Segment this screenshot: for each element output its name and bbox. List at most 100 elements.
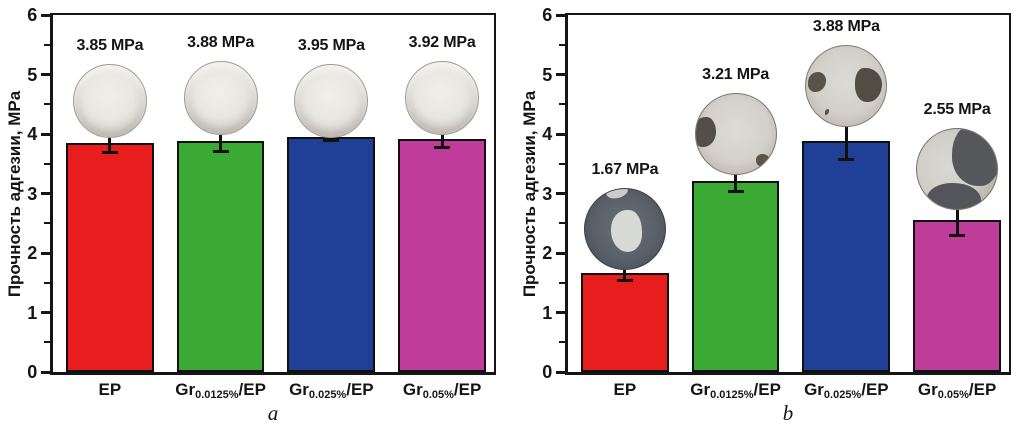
specimen-photo-gr0-025-ep xyxy=(805,44,888,127)
specimen-photo-gr0-0125-ep xyxy=(183,61,258,136)
bar-value-label-gr0-025-ep: 3.88 MPa xyxy=(812,17,880,35)
x-category-tail: /EP xyxy=(346,380,374,399)
y-tick-minor xyxy=(559,103,565,106)
y-tick-label-1: 1 xyxy=(27,302,37,323)
y-tick-minor xyxy=(44,43,50,46)
specimen-photo-gr0-0125-ep xyxy=(694,93,777,176)
y-tick-label-3: 3 xyxy=(542,183,552,204)
y-tick-label-5: 5 xyxy=(542,64,552,85)
x-category-tail: /EP xyxy=(453,380,482,399)
y-tick-major xyxy=(556,192,565,195)
specimen-photo-gr0-025-ep xyxy=(294,64,369,139)
y-tick-minor xyxy=(44,222,50,225)
x-category-subscript: 0.0125% xyxy=(195,389,239,401)
bar-gr0-05-ep xyxy=(398,138,486,372)
x-category-main: Gr xyxy=(804,380,824,399)
bar-ep xyxy=(66,142,154,372)
bar-value-label-gr0-0125-ep: 3.88 MPa xyxy=(187,34,255,52)
specimen-photo-ep xyxy=(583,187,666,270)
x-category-subscript: 0.0125% xyxy=(710,389,754,401)
bar-gr0-05-ep xyxy=(913,220,1001,372)
y-tick-label-0: 0 xyxy=(27,362,37,382)
y-tick-major xyxy=(41,132,50,136)
y-tick-minor xyxy=(44,162,50,165)
x-category-subscript: 0.05% xyxy=(937,389,969,401)
x-category-tail: /EP xyxy=(861,380,889,399)
y-tick-major xyxy=(556,370,565,374)
y-tick-major xyxy=(556,132,565,136)
bar-value-label-gr0-025-ep: 3.95 MPa xyxy=(297,37,365,55)
x-category-main: Gr xyxy=(289,380,309,399)
x-category-label-ep: EP xyxy=(30,380,190,400)
x-category-label-gr0-05-ep: Gr0.05%/EP xyxy=(877,380,1030,401)
bar-value-label-ep: 3.85 MPa xyxy=(76,37,144,55)
y-tick-minor xyxy=(559,162,565,165)
y-tick-label-1: 1 xyxy=(542,302,552,323)
x-category-label-gr0-0125-ep: Gr0.0125%/EP xyxy=(141,380,301,401)
x-category-label-ep: EP xyxy=(545,380,705,400)
y-tick-label-6: 6 xyxy=(27,5,37,25)
y-tick-major xyxy=(556,251,565,255)
x-category-label-gr0-0125-ep: Gr0.0125%/EP xyxy=(656,380,816,401)
bar-gr0-0125-ep xyxy=(691,181,780,372)
bar-value-label-ep: 1.67 MPa xyxy=(591,160,659,178)
bar-value-label-gr0-05-ep: 2.55 MPa xyxy=(923,100,991,118)
y-tick-label-2: 2 xyxy=(27,243,37,263)
y-tick-major xyxy=(556,13,565,17)
y-tick-minor xyxy=(44,341,50,344)
x-category-tail: /EP xyxy=(238,380,266,399)
y-tick-major xyxy=(41,13,50,17)
x-axis-labels: EP Gr0.0125%/EP Gr0.025%/EP Gr0.05%/EP xyxy=(53,380,494,406)
x-category-label-gr0-025-ep: Gr0.025%/EP xyxy=(766,380,926,401)
y-tick-minor xyxy=(559,281,565,284)
x-category-subscript: 0.025% xyxy=(308,389,347,401)
y-tick-major xyxy=(556,311,565,314)
y-tick-major xyxy=(41,370,50,374)
panel-caption-a: a xyxy=(267,401,279,425)
plot-area-a: 3.85 MPa 3.88 MPa 3.95 MPa 3.92 MPa xyxy=(50,13,496,375)
x-category-label-gr0-05-ep: Gr0.05%/EP xyxy=(362,380,522,401)
y-tick-label-4: 4 xyxy=(27,124,37,144)
y-tick-minor xyxy=(559,222,565,225)
x-category-main: EP xyxy=(613,380,637,399)
panel-caption-b: b xyxy=(782,401,794,425)
y-tick-minor xyxy=(559,341,565,344)
y-axis: 0 1 2 3 4 5 6 xyxy=(515,5,565,382)
bar-gr0-025-ep xyxy=(287,136,376,372)
y-tick-label-6: 6 xyxy=(542,5,552,25)
x-category-main: Gr xyxy=(175,380,196,399)
x-category-tail: /EP xyxy=(753,380,781,399)
specimen-photo-gr0-05-ep xyxy=(405,60,480,135)
x-category-label-gr0-025-ep: Gr0.025%/EP xyxy=(251,380,411,401)
x-category-tail: /EP xyxy=(968,380,997,399)
y-axis: 0 1 2 3 4 5 6 xyxy=(0,5,50,382)
specimen-photo-gr0-05-ep xyxy=(916,127,999,210)
y-tick-label-4: 4 xyxy=(542,124,552,144)
bar-gr0-025-ep xyxy=(802,141,891,372)
y-tick-major xyxy=(41,73,50,76)
y-tick-minor xyxy=(44,103,50,106)
x-category-main: Gr xyxy=(917,380,938,399)
bar-ep xyxy=(581,272,669,372)
y-tick-major xyxy=(41,311,50,314)
y-tick-major xyxy=(556,73,565,76)
bar-value-label-gr0-05-ep: 3.92 MPa xyxy=(408,33,476,51)
y-tick-label-3: 3 xyxy=(27,183,37,204)
y-tick-minor xyxy=(44,281,50,284)
x-category-main: EP xyxy=(98,380,122,399)
y-tick-label-2: 2 xyxy=(542,243,552,263)
x-category-subscript: 0.05% xyxy=(422,389,454,401)
specimen-photo-ep xyxy=(72,64,147,139)
x-category-main: Gr xyxy=(690,380,711,399)
y-tick-major xyxy=(41,192,50,195)
x-category-main: Gr xyxy=(402,380,423,399)
y-tick-label-5: 5 xyxy=(27,64,37,85)
y-tick-minor xyxy=(559,43,565,46)
error-bar-gr0-025-ep xyxy=(838,120,855,162)
bar-gr0-0125-ep xyxy=(176,141,265,372)
bar-value-label-gr0-0125-ep: 3.21 MPa xyxy=(702,66,770,84)
y-tick-label-0: 0 xyxy=(542,362,552,382)
